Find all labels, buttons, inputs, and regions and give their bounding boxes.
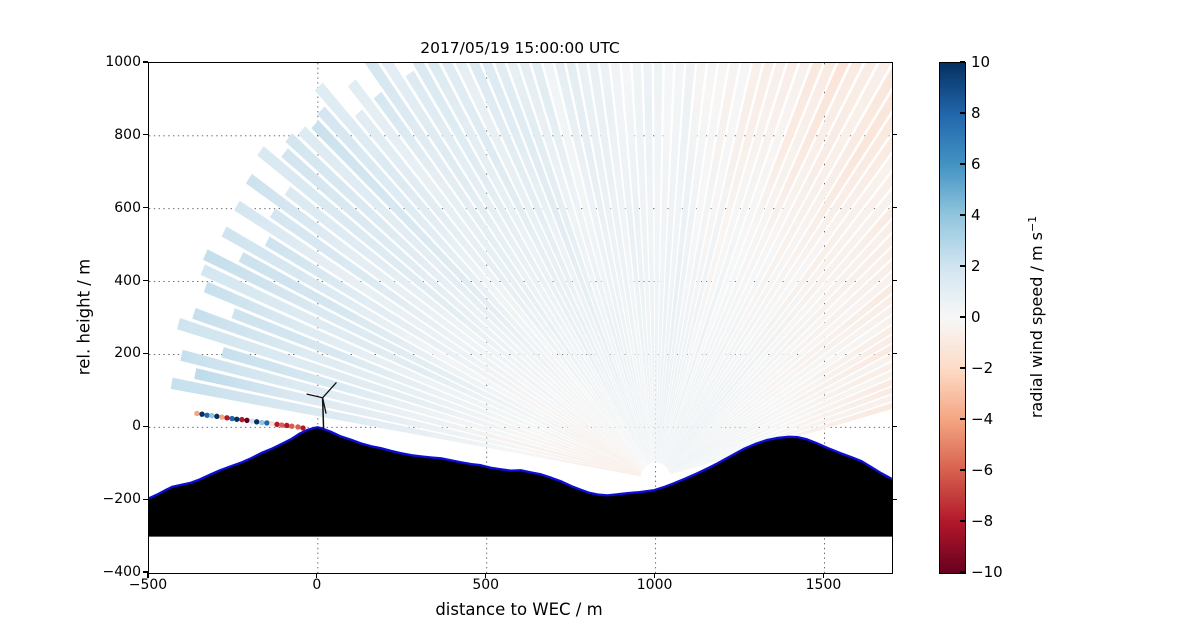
colorbar-tick-mark	[960, 469, 965, 471]
x-tick-label: 0	[312, 577, 322, 593]
x-tick-label: 1500	[805, 577, 842, 593]
y-tick-label: 400	[114, 272, 141, 289]
colorbar-gradient	[939, 62, 966, 574]
tick-mark	[892, 279, 897, 282]
colorbar-tick-mark	[960, 61, 965, 63]
tick-mark	[316, 573, 318, 578]
colorbar-label-exponent: −1	[1025, 215, 1039, 233]
tick-mark	[143, 425, 148, 427]
tick-mark	[143, 61, 148, 63]
colorbar-tick-label: −8	[971, 511, 994, 530]
tick-mark	[892, 352, 897, 355]
colorbar-tick-mark	[960, 214, 965, 216]
tick-mark	[143, 134, 148, 136]
colorbar-tick-mark	[960, 265, 965, 267]
plot-title: 2017/05/19 15:00:00 UTC	[420, 39, 620, 57]
lidar-scan-fan	[170, 63, 892, 477]
y-tick-label: −400	[102, 564, 141, 580]
colorbar-tick-label: 2	[971, 256, 981, 275]
tick-mark	[485, 573, 487, 578]
tick-mark	[143, 571, 148, 573]
colorbar-tick-label: −10	[971, 562, 1003, 581]
colorbar-tick-mark	[960, 571, 965, 573]
colorbar-tick-label: 0	[971, 307, 981, 326]
y-tick-label: 800	[114, 126, 141, 143]
y-axis-label: rel. height / m	[74, 258, 94, 376]
tick-mark	[653, 573, 656, 578]
x-tick-label: 500	[472, 577, 500, 593]
tick-mark	[143, 207, 148, 209]
colorbar-tick-mark	[960, 520, 965, 522]
colorbar-tick-mark	[960, 112, 965, 114]
tick-mark	[892, 207, 897, 209]
x-tick-label: 1000	[636, 577, 673, 593]
tick-mark	[892, 134, 897, 136]
tick-mark	[822, 573, 825, 578]
colorbar-tick-label: 8	[971, 103, 981, 122]
colorbar-tick-label: −4	[971, 409, 994, 428]
colorbar-tick-mark	[960, 316, 965, 318]
tick-mark	[143, 498, 148, 500]
colorbar-tick-mark	[960, 163, 965, 165]
ground-return-dots	[194, 410, 306, 431]
tick-mark	[147, 573, 149, 578]
rhi-scan-canvas	[149, 63, 892, 573]
colorbar-tick-label: 10	[971, 52, 991, 71]
tick-mark	[892, 498, 897, 500]
plot-area	[148, 62, 893, 574]
colorbar-tick-label: −6	[971, 460, 994, 479]
y-tick-label: 0	[132, 418, 141, 435]
terrain-silhouette	[149, 426, 892, 537]
y-tick-label: 200	[114, 345, 141, 362]
colorbar-tick-mark	[960, 367, 965, 369]
colorbar-tick-label: 4	[971, 205, 981, 224]
y-tick-label: 600	[114, 199, 141, 216]
colorbar-label-text: radial wind speed / m s	[1027, 232, 1047, 419]
x-tick-label: −500	[128, 577, 168, 593]
tick-mark	[892, 425, 897, 427]
colorbar-tick-label: 6	[971, 154, 981, 173]
tick-mark	[143, 352, 148, 355]
x-axis-label: distance to WEC / m	[435, 600, 603, 619]
colorbar-label: radial wind speed / m s−1	[1026, 216, 1046, 418]
y-tick-label: −200	[102, 491, 141, 508]
tick-mark	[143, 279, 148, 282]
y-tick-label: 1000	[105, 54, 141, 70]
colorbar-tick-label: −2	[971, 358, 994, 377]
wind-turbine-marker	[306, 382, 337, 430]
colorbar-tick-mark	[960, 418, 965, 420]
